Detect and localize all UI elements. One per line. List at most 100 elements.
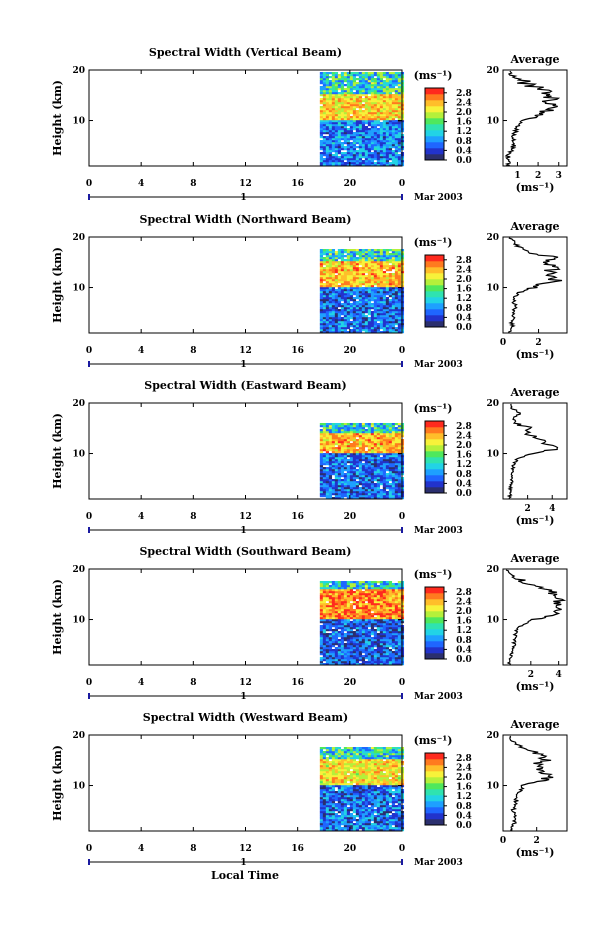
heatmap-cell — [325, 273, 330, 276]
heatmap-cell — [355, 445, 360, 448]
heatmap-cell — [379, 471, 384, 474]
heatmap-cell — [340, 287, 345, 290]
heatmap-cell — [397, 307, 402, 310]
heatmap-cell — [361, 455, 366, 458]
x-tick-label: 0 — [399, 346, 405, 356]
heatmap-cell — [349, 72, 354, 75]
heatmap-cell — [376, 449, 381, 452]
heatmap-cell — [328, 593, 333, 596]
heatmap-cell — [331, 491, 336, 494]
heatmap-cell — [373, 305, 378, 308]
heatmap-cell — [379, 295, 384, 298]
heatmap-cell — [340, 585, 345, 588]
heatmap-cell — [322, 251, 327, 254]
heatmap-cell — [352, 635, 357, 638]
heatmap-cell — [364, 641, 369, 644]
heatmap-cell — [343, 259, 348, 262]
heatmap-cell — [334, 269, 339, 272]
heatmap-cell — [328, 148, 333, 151]
heatmap-cell — [340, 609, 345, 612]
heatmap-cell — [346, 453, 351, 456]
heatmap-cell — [394, 255, 399, 258]
heatmap-cell — [349, 649, 354, 652]
heatmap-cell — [364, 595, 369, 598]
heatmap-cell — [349, 134, 354, 137]
heatmap-cell — [340, 631, 345, 634]
heatmap-cell — [322, 605, 327, 608]
heatmap-cell — [325, 473, 330, 476]
heatmap-cell — [349, 130, 354, 133]
heatmap-cell — [355, 463, 360, 466]
heatmap-cell — [328, 483, 333, 486]
heatmap-cell — [343, 627, 348, 630]
heatmap-cell — [379, 453, 384, 456]
heatmap-cell — [343, 323, 348, 326]
heatmap-cell — [388, 287, 393, 290]
heatmap-cell — [376, 605, 381, 608]
heatmap-cell — [331, 463, 336, 466]
heatmap-cell — [343, 154, 348, 157]
heatmap-cell — [358, 657, 363, 660]
heatmap-cell — [394, 130, 399, 133]
heatmap-cell — [331, 455, 336, 458]
heatmap-cell — [367, 597, 372, 600]
heatmap-cell — [325, 597, 330, 600]
heatmap-cell — [391, 156, 396, 159]
heatmap-cell — [394, 321, 399, 324]
heatmap-cell — [334, 76, 339, 79]
heatmap-cell — [355, 291, 360, 294]
heatmap-cell — [388, 633, 393, 636]
heatmap-cell — [370, 152, 375, 155]
heatmap-cell — [331, 469, 336, 472]
heatmap-cell — [352, 597, 357, 600]
colorbar: 0.00.40.81.21.62.02.42.8 — [424, 254, 472, 333]
heatmap-cell — [394, 479, 399, 482]
heatmap-cell — [382, 126, 387, 129]
heatmap-cell — [367, 285, 372, 288]
heatmap-cell — [367, 110, 372, 113]
heatmap-cell — [373, 283, 378, 286]
heatmap-cell — [394, 152, 399, 155]
heatmap-cell — [328, 649, 333, 652]
heatmap-cell — [334, 307, 339, 310]
heatmap-cell — [349, 643, 354, 646]
heatmap-cell — [382, 623, 387, 626]
heatmap-cell — [373, 128, 378, 131]
heatmap-cell — [349, 84, 354, 87]
heatmap-cell — [388, 609, 393, 612]
heatmap-cell — [388, 94, 393, 97]
heatmap-cell — [355, 609, 360, 612]
heatmap-cell — [334, 327, 339, 330]
heatmap-cell — [358, 82, 363, 85]
heatmap-cell — [388, 485, 393, 488]
heatmap-cell — [358, 443, 363, 446]
colorbar-swatch — [425, 273, 444, 280]
heatmap-cell — [322, 158, 327, 161]
heatmap-cell — [340, 303, 345, 306]
heatmap-cell — [361, 267, 366, 270]
heatmap-cell — [319, 663, 324, 666]
heatmap-cell — [385, 122, 390, 125]
heatmap-cell — [343, 483, 348, 486]
heatmap-cell — [322, 423, 327, 426]
heatmap-cell — [376, 269, 381, 272]
heatmap-cell — [346, 74, 351, 77]
heatmap-cell — [331, 493, 336, 496]
heatmap-cell — [328, 289, 333, 292]
heatmap-cell — [385, 451, 390, 454]
heatmap-cell — [319, 134, 324, 137]
heatmap-cell — [370, 457, 375, 460]
heatmap-cell — [376, 72, 381, 75]
heatmap-cell — [358, 595, 363, 598]
heatmap-cell — [328, 433, 333, 436]
heatmap-cell — [373, 317, 378, 320]
heatmap-cell — [325, 100, 330, 103]
heatmap-cell — [355, 281, 360, 284]
heatmap-cell — [376, 124, 381, 127]
heatmap-cell — [319, 261, 324, 264]
heatmap-cell — [328, 625, 333, 628]
heatmap-cell — [337, 134, 342, 137]
heatmap-cell — [394, 593, 399, 596]
heatmap-cell — [319, 621, 324, 624]
heatmap-cells — [319, 747, 405, 832]
